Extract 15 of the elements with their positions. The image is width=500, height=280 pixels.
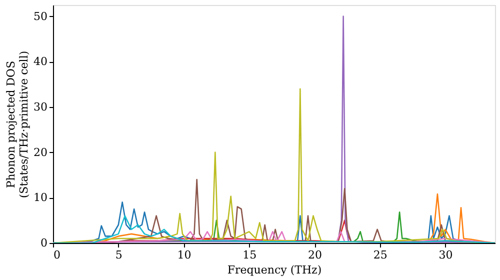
x-tick-label: 10: [177, 248, 192, 262]
x-tick-label: 5: [115, 248, 122, 262]
x-tick-label: 30: [438, 248, 453, 262]
y-tick-label: 30: [34, 100, 48, 114]
y-tick-label: 50: [34, 10, 48, 23]
y-tick-label: 10: [34, 191, 48, 204]
y-axis-title: Phonon projected DOS (States/THz·primitive cell): [4, 50, 31, 198]
x-tick-label: 15: [242, 248, 257, 262]
x-tick-label: 20: [308, 248, 322, 262]
x-tick-label: 25: [373, 248, 388, 262]
x-axis-title: Frequency (THz): [227, 264, 322, 276]
y-tick-label: 20: [34, 146, 48, 159]
y-tick-label: 40: [34, 55, 48, 68]
y-tick-label: 0: [40, 236, 48, 250]
x-tick-label: 0: [54, 248, 60, 262]
